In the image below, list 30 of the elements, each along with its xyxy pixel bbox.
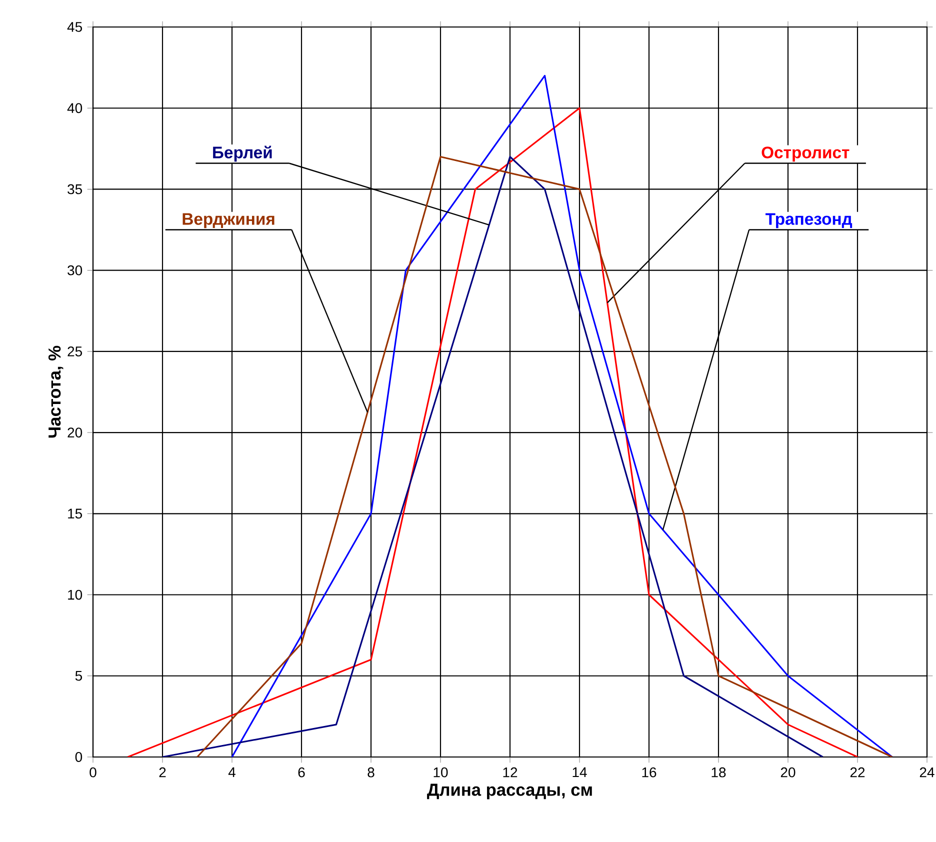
x-tick-label: 4 [228, 767, 236, 778]
y-tick-label: 15 [68, 508, 82, 519]
text: Берлей [213, 146, 272, 162]
y-axis-title: Частота, % [48, 346, 64, 438]
y-tick-label: 5 [75, 671, 82, 681]
y-tick-label: 40 [67, 103, 82, 114]
y-tick-label: 45 [67, 22, 82, 32]
x-axis-title: Длина рассады, см [427, 784, 592, 800]
x-tick-label: 16 [642, 767, 656, 778]
y-tick-label: 25 [68, 346, 82, 356]
x-tick-label: 0 [90, 767, 96, 778]
text: Трапезонд [766, 213, 852, 228]
x-tick-label: 14 [572, 767, 587, 778]
y-tick-label: 0 [75, 752, 82, 762]
text: Остролист [762, 146, 850, 162]
x-tick-label: 12 [503, 767, 518, 778]
y-tick-label: 10 [68, 590, 82, 600]
x-tick-label: 22 [850, 767, 865, 778]
x-tick-label: 2 [159, 767, 166, 778]
x-tick-label: 8 [368, 767, 374, 778]
x-tick-label: 20 [780, 767, 796, 778]
x-tick-label: 10 [434, 767, 448, 778]
x-tick-label: 6 [298, 767, 305, 778]
line-series [126, 107, 858, 757]
y-tick-label: 35 [68, 184, 82, 194]
y-tick-label: 20 [68, 428, 82, 438]
x-tick-label: 18 [712, 767, 726, 778]
text: Верджиния [182, 213, 274, 228]
x-tick-label: 24 [920, 767, 934, 778]
y-tick-label: 30 [68, 265, 82, 276]
